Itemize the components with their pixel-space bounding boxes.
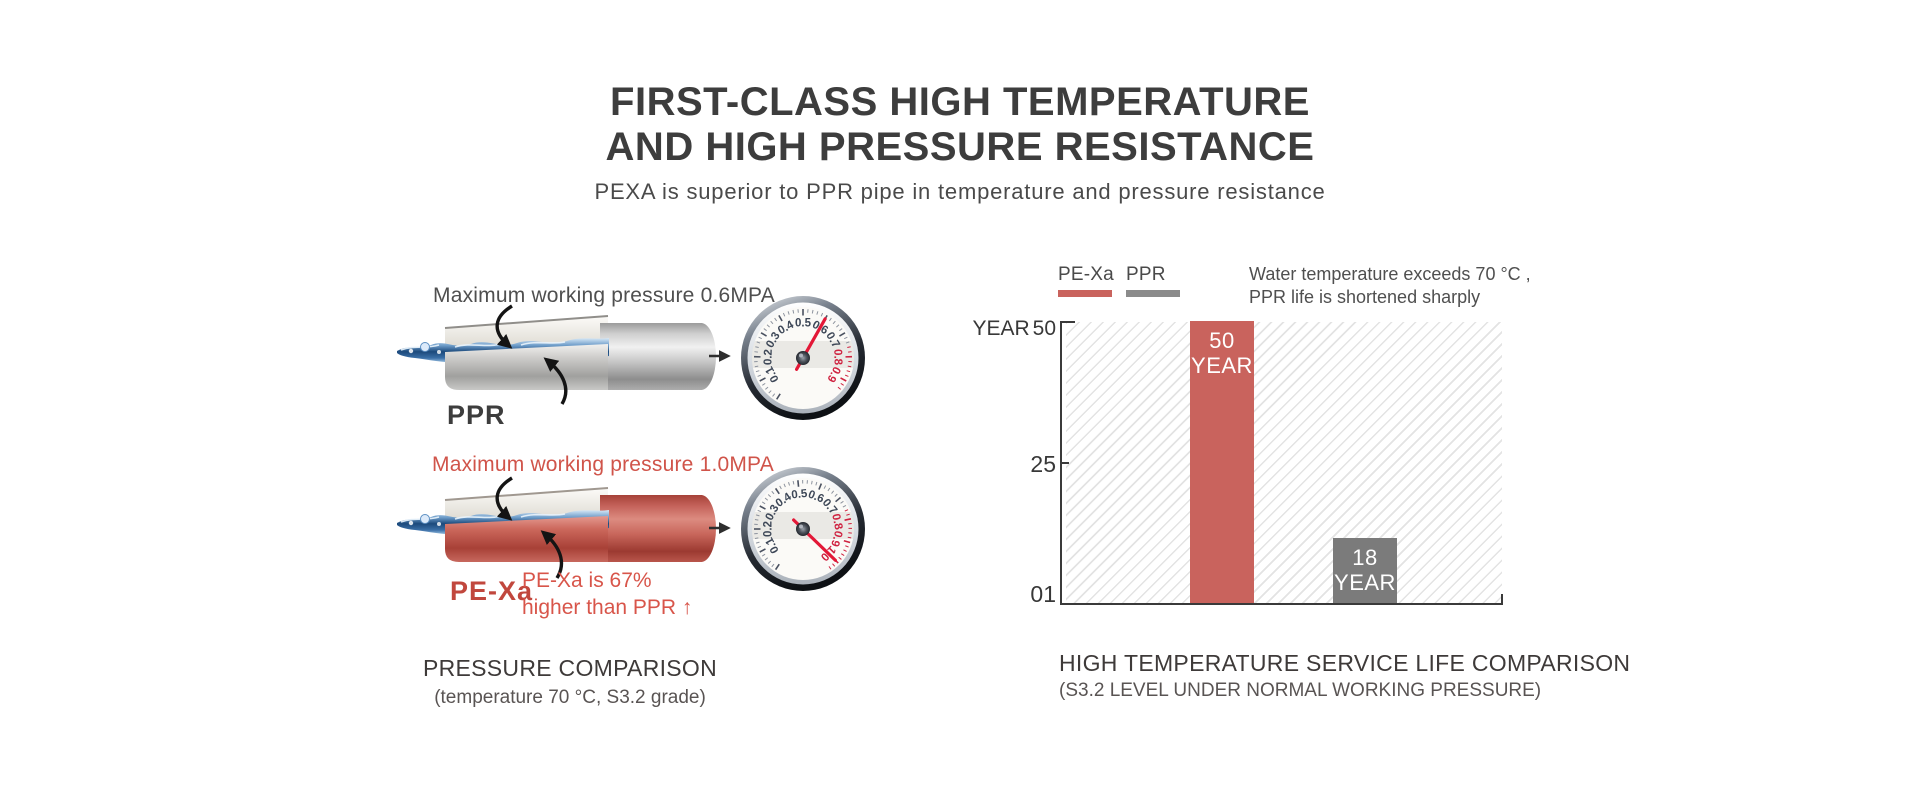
water-bubble [420, 342, 430, 352]
legend-item-pexa: PE-Xa [1058, 264, 1114, 297]
legend-label-ppr: PPR [1126, 264, 1166, 285]
pipe-lower-shell [445, 516, 608, 562]
pipe-cut-edge [444, 487, 609, 501]
pressure-caption-title: PRESSURE COMPARISON [422, 655, 718, 681]
y-axis-unit: YEAR [972, 317, 1030, 340]
water-pointer-curved-arrow-icon [543, 357, 568, 405]
pipe-end-cap [686, 495, 716, 562]
svg-text:0.6: 0.6 [806, 488, 825, 505]
pressure-caption: PRESSURE COMPARISON (temperature 70 °C, … [420, 655, 720, 709]
plot-hatch-background [1066, 322, 1502, 603]
bar-value-label: 50 YEAR [1191, 328, 1253, 378]
legend-item-ppr: PPR [1126, 264, 1180, 297]
legend-label-pexa: PE-Xa [1058, 264, 1114, 285]
bar-ppr: 18 YEAR [1333, 538, 1397, 603]
chart-annotation-line1: Water temperature exceeds 70 °C , [1249, 264, 1531, 284]
pipe-cut-edge [444, 315, 609, 329]
page-title: FIRST-CLASS HIGH TEMPERATURE AND HIGH PR… [0, 80, 1920, 170]
pexa-advantage-note: PE-Xa is 67% higher than PPR ↑ [522, 567, 692, 621]
annotation-curved-arrow-icon [495, 304, 513, 349]
bar-pexa: 50 YEAR [1190, 321, 1254, 603]
svg-text:0.8: 0.8 [831, 349, 843, 366]
legend-swatch-pexa [1058, 290, 1112, 297]
x-axis-line [1060, 603, 1503, 605]
annotation-curved-arrow-icon [495, 476, 513, 521]
pressure-gauge-pexa: 0.10.20.30.40.50.60.70.80.91.0 [741, 467, 865, 591]
pexa-advantage-note-line1: PE-Xa is 67% [522, 569, 652, 592]
axis-right-stub [1501, 594, 1503, 605]
svg-text:0.9: 0.9 [828, 529, 844, 548]
page-title-line2: AND HIGH PRESSURE RESISTANCE [605, 125, 1315, 169]
chart-caption: HIGH TEMPERATURE SERVICE LIFE COMPARISON… [1059, 650, 1630, 702]
chart-annotation-line2: PPR life is shortened sharply [1249, 287, 1481, 307]
pexa-pressure-annotation: Maximum working pressure 1.0MPA [432, 453, 774, 476]
legend-swatch-ppr [1126, 290, 1180, 297]
chart-title: HIGH TEMPERATURE SERVICE LIFE COMPARISON [1059, 650, 1631, 676]
y-tick-label-25: 25 [1030, 451, 1056, 477]
pipe-body [600, 495, 702, 562]
water-bubble [437, 522, 441, 526]
svg-text:0.5: 0.5 [795, 318, 812, 330]
pipe-lower-shell [445, 344, 608, 390]
y-axis-label-50: YEAR 50 [936, 317, 1056, 341]
pipe-body [600, 323, 702, 390]
svg-text:0.2: 0.2 [762, 349, 774, 365]
chart-subtitle: (S3.2 LEVEL UNDER NORMAL WORKING PRESSUR… [1059, 680, 1542, 701]
pexa-pipe-illustration [397, 476, 731, 579]
y-tick-25 [1060, 462, 1069, 464]
bar-value-label: 18 YEAR [1334, 545, 1396, 595]
page-subtitle: PEXA is superior to PPR pipe in temperat… [594, 179, 1326, 204]
ppr-pipe-illustration [397, 304, 731, 405]
axis-top-stub [1060, 321, 1075, 323]
ppr-pressure-annotation: Maximum working pressure 0.6MPA [433, 284, 775, 307]
chart-annotation: Water temperature exceeds 70 °C , PPR li… [1249, 263, 1531, 309]
ppr-pipe-label: PPR [447, 400, 506, 430]
pipe-end-cap [686, 323, 716, 390]
water-pointer-curved-arrow-icon [540, 530, 564, 579]
pressure-caption-subtitle: (temperature 70 °C, S3.2 grade) [434, 687, 706, 708]
water-bubble [420, 514, 430, 524]
page-title-line1: FIRST-CLASS HIGH TEMPERATURE [610, 80, 1310, 124]
svg-text:0.2: 0.2 [763, 521, 775, 537]
pexa-advantage-note-line2: higher than PPR ↑ [522, 596, 693, 619]
water-bubble [437, 350, 441, 354]
pexa-pipe-label: PE-Xa [450, 576, 534, 606]
water-bubble [408, 348, 414, 354]
svg-text:0.5: 0.5 [791, 488, 809, 502]
y-tick-label-50: 50 [1032, 317, 1056, 340]
y-tick-label-01: 01 [1030, 581, 1056, 607]
pressure-gauge-ppr: 0.10.20.30.40.50.60.70.80.9 [741, 296, 865, 420]
water-bubble [408, 520, 414, 526]
svg-text:0.8: 0.8 [829, 513, 844, 532]
